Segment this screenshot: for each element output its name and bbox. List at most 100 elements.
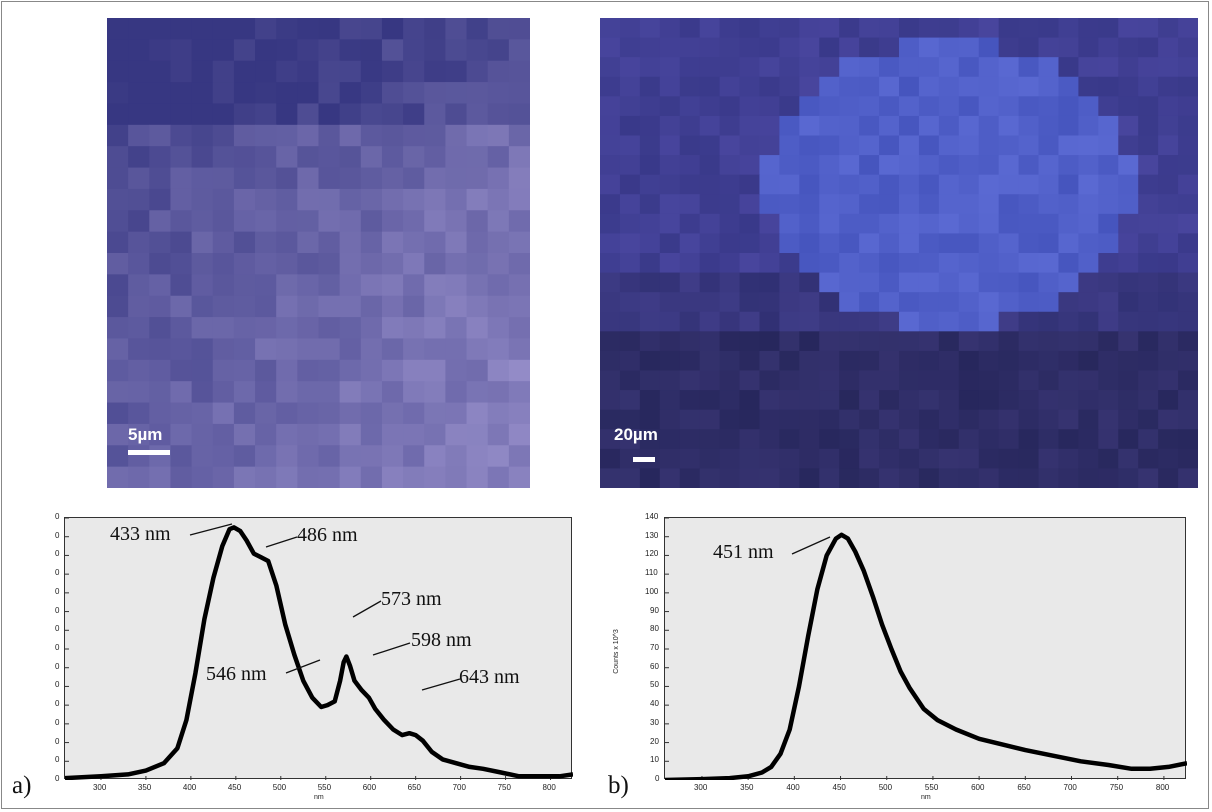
micrograph-b-pixel bbox=[719, 390, 741, 411]
micrograph-b-pixel bbox=[819, 409, 840, 430]
micrograph-a-pixel bbox=[191, 423, 214, 446]
micrograph-b-pixel bbox=[1118, 350, 1139, 372]
micrograph-b-pixel bbox=[619, 37, 641, 58]
micrograph-b-pixel bbox=[1158, 96, 1179, 117]
micrograph-b-pixel bbox=[699, 468, 721, 488]
micrograph-b-pixel bbox=[1078, 18, 1099, 39]
micrograph-a-pixel bbox=[107, 445, 129, 468]
micrograph-a-pixel bbox=[466, 124, 489, 147]
micrograph-b-pixel bbox=[679, 448, 701, 470]
micrograph-a-pixel bbox=[318, 359, 341, 382]
micrograph-b-pixel bbox=[998, 370, 1020, 391]
micrograph-b-pixel bbox=[779, 429, 800, 450]
micrograph-b-pixel bbox=[1058, 272, 1079, 293]
micrograph-b-pixel bbox=[639, 429, 661, 450]
micrograph-b-pixel bbox=[1118, 468, 1139, 488]
micrograph-a-pixel bbox=[128, 210, 150, 233]
micrograph-a-pixel bbox=[212, 274, 235, 297]
micrograph-b-pixel bbox=[839, 468, 860, 488]
micrograph-b-pixel bbox=[659, 370, 681, 391]
micrograph-b-pixel bbox=[799, 409, 820, 430]
micrograph-b-pixel bbox=[1078, 155, 1099, 176]
micrograph-b-pixel bbox=[1118, 311, 1139, 332]
micrograph-b-pixel bbox=[679, 96, 701, 117]
micrograph-a-pixel bbox=[170, 231, 193, 254]
micrograph-a-pixel bbox=[424, 146, 446, 169]
micrograph-a-pixel bbox=[276, 146, 298, 169]
micrograph-b-pixel bbox=[759, 174, 780, 195]
micrograph-a-pixel bbox=[233, 210, 256, 233]
micrograph-a-pixel bbox=[508, 103, 530, 126]
micrograph-b-pixel bbox=[918, 213, 940, 235]
micrograph-b-pixel bbox=[759, 272, 780, 293]
micrograph-b-pixel bbox=[659, 155, 681, 176]
spectrum-b-y-tick-label: 140 bbox=[645, 512, 659, 521]
micrograph-b-pixel bbox=[779, 18, 800, 39]
micrograph-a-pixel bbox=[318, 82, 341, 105]
micrograph-a-pixel bbox=[212, 167, 235, 190]
micrograph-b-pixel bbox=[1118, 96, 1139, 117]
micrograph-b-pixel bbox=[1138, 96, 1159, 117]
micrograph-a-pixel bbox=[403, 253, 425, 275]
micrograph-b-pixel bbox=[1078, 409, 1099, 430]
micrograph-a-pixel bbox=[191, 146, 214, 169]
micrograph-b-pixel bbox=[1118, 135, 1139, 156]
micrograph-a-pixel bbox=[107, 317, 129, 340]
micrograph-b-pixel bbox=[1178, 350, 1198, 372]
micrograph-b-pixel bbox=[619, 174, 641, 195]
micrograph-b-pixel bbox=[679, 57, 701, 78]
micrograph-b-pixel bbox=[899, 18, 920, 39]
micrograph-a-pixel bbox=[487, 466, 510, 488]
micrograph-b-pixel bbox=[1018, 468, 1040, 488]
micrograph-b-pixel bbox=[859, 331, 880, 352]
micrograph-a-pixel bbox=[466, 338, 489, 361]
micrograph-b-pixel bbox=[699, 115, 721, 137]
micrograph-b-pixel bbox=[978, 233, 1000, 254]
micrograph-b-pixel bbox=[759, 233, 780, 254]
micrograph-b-pixel bbox=[1098, 174, 1119, 195]
micrograph-b-pixel bbox=[1018, 57, 1040, 78]
spectrum-a-x-tick-label: 500 bbox=[272, 783, 287, 792]
micrograph-a-pixel bbox=[297, 103, 320, 126]
micrograph-a-pixel bbox=[297, 210, 320, 233]
micrograph-b-pixel bbox=[978, 350, 1000, 372]
spectrum-b-x-tick-label: 450 bbox=[832, 783, 846, 792]
micrograph-a-pixel bbox=[191, 188, 214, 211]
micrograph-b-pixel bbox=[600, 57, 621, 78]
micrograph-b-pixel bbox=[739, 155, 761, 176]
micrograph-a-pixel bbox=[318, 124, 341, 147]
micrograph-a-pixel bbox=[297, 445, 320, 468]
micrograph-b-pixel bbox=[918, 115, 940, 137]
micrograph-a-pixel bbox=[318, 317, 341, 340]
micrograph-a-pixel bbox=[191, 295, 214, 318]
micrograph-a-pixel bbox=[487, 167, 510, 190]
micrograph-a-pixel bbox=[445, 39, 468, 62]
micrograph-a-pixel bbox=[360, 423, 383, 446]
micrograph-b-pixel bbox=[819, 194, 840, 215]
spectrum-a-y-tick-label: 0 bbox=[55, 586, 60, 596]
micrograph-a-pixel bbox=[212, 146, 235, 169]
micrograph-b-pixel bbox=[958, 18, 980, 39]
micrograph-a-pixel bbox=[424, 423, 446, 446]
micrograph-b-pixel bbox=[938, 76, 960, 97]
micrograph-b-pixel bbox=[978, 37, 1000, 58]
micrograph-a-pixel bbox=[255, 445, 277, 468]
micrograph-b-pixel bbox=[1118, 155, 1139, 176]
micrograph-b-pixel bbox=[1018, 96, 1040, 117]
micrograph-a-pixel bbox=[191, 39, 214, 62]
micrograph-b-pixel bbox=[899, 174, 920, 195]
micrograph-b-pixel bbox=[1058, 115, 1079, 137]
micrograph-b-pixel bbox=[1038, 96, 1060, 117]
micrograph-b-pixel bbox=[659, 37, 681, 58]
micrograph-b-pixel bbox=[1018, 155, 1040, 176]
micrograph-b-pixel bbox=[938, 390, 960, 411]
micrograph-a-pixel bbox=[339, 210, 362, 233]
micrograph-a-pixel bbox=[255, 338, 277, 361]
micrograph-b-pixel bbox=[699, 272, 721, 293]
micrograph-a-pixel bbox=[128, 82, 150, 105]
micrograph-b-pixel bbox=[819, 57, 840, 78]
micrograph-a-pixel bbox=[233, 295, 256, 318]
micrograph-b-pixel bbox=[1038, 213, 1060, 235]
micrograph-a-pixel bbox=[149, 231, 172, 254]
micrograph-b-pixel bbox=[619, 429, 641, 450]
